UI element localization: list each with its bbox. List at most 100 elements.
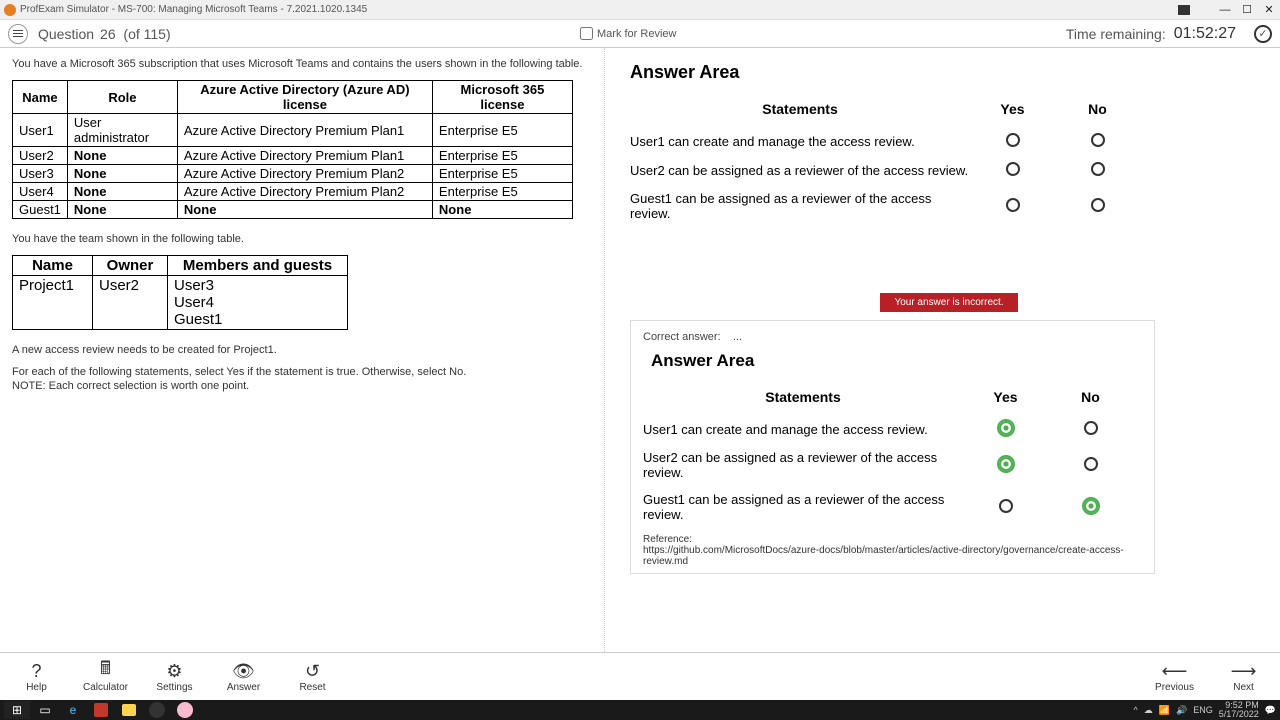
yes-radio-correct [999, 499, 1013, 513]
correct-answer-box: Correct answer: ... Answer Area Statemen… [630, 320, 1155, 574]
reference: Reference: https://github.com/MicrosoftD… [643, 534, 1142, 567]
yes-radio[interactable] [1006, 162, 1020, 176]
answer-button[interactable]: 👁Answer [221, 660, 266, 693]
statements-header: Statements [630, 101, 970, 117]
table-header: Role [67, 81, 177, 114]
table-header: Owner [93, 256, 168, 276]
correct-answer-row: User1 can create and manage the access r… [643, 421, 1133, 438]
users-table: NameRoleAzure Active Directory (Azure AD… [12, 80, 573, 219]
window-title: ProfExam Simulator - MS-700: Managing Mi… [20, 4, 1178, 15]
yes-radio-correct [999, 457, 1013, 471]
main-content: You have a Microsoft 365 subscription th… [0, 48, 1280, 652]
tray-notifications-icon[interactable]: 💬 [1265, 705, 1276, 716]
team-table: NameOwnerMembers and guests Project1User… [12, 255, 348, 330]
calculator-button[interactable]: 🖩Calculator [83, 660, 128, 693]
reset-button[interactable]: ↺Reset [290, 660, 335, 693]
submit-check-icon[interactable]: ✓ [1254, 25, 1272, 43]
tray-chevron-icon[interactable]: ^ [1134, 705, 1138, 715]
settings-button[interactable]: ⚙Settings [152, 660, 197, 693]
flag-icon[interactable] [1178, 5, 1190, 15]
no-header-correct: No [1048, 389, 1133, 405]
window-titlebar: ProfExam Simulator - MS-700: Managing Mi… [0, 0, 1280, 20]
yes-radio[interactable] [1006, 198, 1020, 212]
statement-text: User1 can create and manage the access r… [630, 134, 970, 149]
question-label: Question [38, 26, 94, 42]
question-p1: A new access review needs to be created … [12, 344, 592, 356]
question-p2: For each of the following statements, se… [12, 366, 592, 378]
statement-text: User2 can be assigned as a reviewer of t… [630, 163, 970, 178]
menu-button[interactable] [8, 24, 28, 44]
yes-radio-correct [999, 421, 1013, 435]
statements-header-correct: Statements [643, 389, 963, 405]
answer-area-title: Answer Area [630, 62, 1268, 83]
tray-wifi-icon[interactable]: 📶 [1159, 705, 1170, 716]
correct-answer-grid: Statements Yes No User1 can create and m… [643, 389, 1133, 522]
bottom-toolbar: ?Help 🖩Calculator ⚙Settings 👁Answer ↺Res… [0, 652, 1280, 700]
mark-checkbox[interactable] [580, 27, 593, 40]
time-remaining-label: Time remaining: [1066, 26, 1166, 42]
start-button[interactable]: ⊞ [4, 701, 30, 719]
app1-icon[interactable] [144, 701, 170, 719]
previous-button[interactable]: ⟵Previous [1152, 660, 1197, 693]
table-header: Azure Active Directory (Azure AD) licens… [177, 81, 432, 114]
yes-radio[interactable] [1006, 133, 1020, 147]
app-icon [4, 4, 16, 16]
question-intro: You have a Microsoft 365 subscription th… [12, 58, 592, 70]
correct-answer-label: Correct answer: ... [643, 331, 1142, 343]
question-pane: You have a Microsoft 365 subscription th… [0, 48, 605, 652]
no-radio-correct [1084, 499, 1098, 513]
table-header: Name [13, 81, 68, 114]
minimize-button[interactable]: — [1218, 3, 1232, 17]
tray-lang[interactable]: ENG [1193, 705, 1213, 715]
question-number: 26 (of 115) [100, 26, 171, 42]
no-radio[interactable] [1091, 198, 1105, 212]
time-remaining-value: 01:52:27 [1174, 25, 1236, 43]
maximize-button[interactable]: ☐ [1240, 3, 1254, 17]
close-button[interactable]: ✕ [1262, 3, 1276, 17]
yes-header-correct: Yes [963, 389, 1048, 405]
table-row: User1User administratorAzure Active Dire… [13, 114, 573, 147]
correct-answer-row: User2 can be assigned as a reviewer of t… [643, 450, 1133, 480]
top-toolbar: Question 26 (of 115) Mark for Review Tim… [0, 20, 1280, 48]
windows-taskbar[interactable]: ⊞ ▭ e ^ ☁ 📶 🔊 ENG 9:52 PM5/17/2022 💬 [0, 700, 1280, 720]
answer-row: Guest1 can be assigned as a reviewer of … [630, 191, 1140, 221]
statement-text: User1 can create and manage the access r… [643, 422, 963, 437]
incorrect-banner: Your answer is incorrect. [880, 293, 1017, 312]
system-tray[interactable]: ^ ☁ 📶 🔊 ENG 9:52 PM5/17/2022 💬 [1134, 701, 1276, 719]
brave-icon[interactable] [88, 701, 114, 719]
edge-icon[interactable]: e [60, 701, 86, 719]
correct-area-title: Answer Area [651, 351, 1142, 371]
table-row: Project1User2User3User4Guest1 [13, 276, 348, 330]
table-header: Name [13, 256, 93, 276]
taskview-icon[interactable]: ▭ [32, 701, 58, 719]
user-answer-grid: Statements Yes No User1 can create and m… [630, 101, 1140, 221]
answer-row: User2 can be assigned as a reviewer of t… [630, 162, 1140, 179]
answer-pane: Answer Area Statements Yes No User1 can … [605, 48, 1280, 652]
question-p3: NOTE: Each correct selection is worth on… [12, 380, 592, 392]
table-row: Guest1NoneNoneNone [13, 201, 573, 219]
statement-text: User2 can be assigned as a reviewer of t… [643, 450, 963, 480]
answer-row: User1 can create and manage the access r… [630, 133, 1140, 150]
table-header: Microsoft 365 license [432, 81, 572, 114]
table-row: User4NoneAzure Active Directory Premium … [13, 183, 573, 201]
table-header: Members and guests [168, 256, 348, 276]
yes-header: Yes [970, 101, 1055, 117]
correct-answer-row: Guest1 can be assigned as a reviewer of … [643, 492, 1133, 522]
no-radio-correct [1084, 421, 1098, 435]
tray-volume-icon[interactable]: 🔊 [1176, 705, 1187, 716]
explorer-icon[interactable] [116, 701, 142, 719]
tray-cloud-icon[interactable]: ☁ [1144, 705, 1153, 716]
app2-icon[interactable] [172, 701, 198, 719]
no-header: No [1055, 101, 1140, 117]
tray-datetime[interactable]: 9:52 PM5/17/2022 [1219, 701, 1259, 719]
no-radio[interactable] [1091, 133, 1105, 147]
table-row: User3NoneAzure Active Directory Premium … [13, 165, 573, 183]
mark-for-review[interactable]: Mark for Review [580, 27, 676, 40]
no-radio-correct [1084, 457, 1098, 471]
reference-link[interactable]: https://github.com/MicrosoftDocs/azure-d… [643, 545, 1124, 567]
table-row: User2NoneAzure Active Directory Premium … [13, 147, 573, 165]
next-button[interactable]: ⟶Next [1221, 660, 1266, 693]
help-button[interactable]: ?Help [14, 660, 59, 693]
no-radio[interactable] [1091, 162, 1105, 176]
question-mid: You have the team shown in the following… [12, 233, 592, 245]
